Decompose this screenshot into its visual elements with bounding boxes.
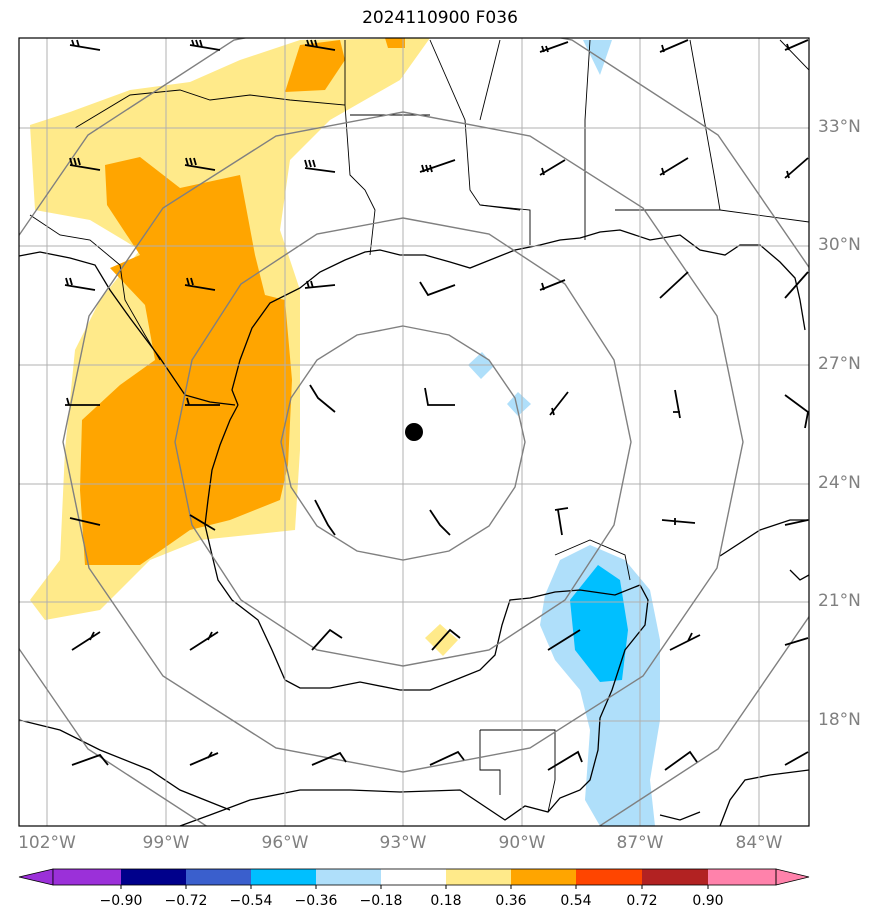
storm-center-dot bbox=[405, 423, 423, 441]
colorbar-tick-label: −0.54 bbox=[229, 893, 273, 909]
graticule bbox=[19, 38, 809, 826]
map-area bbox=[19, 38, 809, 826]
colorbar-tick-label: −0.18 bbox=[359, 893, 403, 909]
colorbar-segment bbox=[53, 869, 121, 885]
lon-label: 93°W bbox=[379, 833, 427, 853]
lon-label: 99°W bbox=[142, 833, 190, 853]
lat-label: 24°N bbox=[818, 473, 861, 493]
colorbar-segment bbox=[251, 869, 316, 885]
colorbar-extend-high bbox=[775, 868, 810, 886]
negative-shading-light bbox=[468, 40, 660, 826]
colorbar-segment bbox=[381, 869, 446, 885]
colorbar-extend-low bbox=[18, 868, 54, 886]
positive-shading-dark bbox=[80, 38, 405, 565]
colorbar-tick-label: 0.72 bbox=[626, 893, 658, 909]
figure-title: 2024110900 F036 bbox=[362, 8, 518, 28]
colorbar-segment bbox=[642, 869, 708, 885]
lat-label: 33°N bbox=[818, 117, 861, 137]
lon-label: 87°W bbox=[616, 833, 664, 853]
colorbar-tick-label: 0.18 bbox=[430, 893, 462, 909]
lon-label: 90°W bbox=[498, 833, 546, 853]
lon-label: 96°W bbox=[261, 833, 309, 853]
colorbar-segment bbox=[446, 869, 511, 885]
colorbar-segment bbox=[708, 869, 776, 885]
colorbar-segment bbox=[121, 869, 186, 885]
colorbar-tick-label: −0.90 bbox=[99, 893, 143, 909]
colorbar-tick-label: 0.36 bbox=[495, 893, 527, 909]
wind-barbs bbox=[64, 39, 809, 771]
lat-label: 27°N bbox=[818, 354, 861, 374]
range-rings bbox=[19, 38, 809, 826]
colorbar-tick-label: −0.72 bbox=[164, 893, 208, 909]
lat-label: 18°N bbox=[818, 710, 861, 730]
colorbar-tick-label: 0.90 bbox=[692, 893, 724, 909]
map-frame bbox=[18, 37, 810, 827]
colorbar-segment bbox=[316, 869, 381, 885]
lon-label: 84°W bbox=[735, 833, 783, 853]
colorbar-tick-label: −0.36 bbox=[294, 893, 338, 909]
colorbar-tick-label: 0.54 bbox=[560, 893, 592, 909]
lat-label: 30°N bbox=[818, 235, 861, 255]
coastline bbox=[19, 229, 809, 826]
colorbar bbox=[18, 868, 810, 889]
state-borders bbox=[19, 39, 809, 813]
colorbar-segment bbox=[576, 869, 642, 885]
lat-label: 21°N bbox=[818, 591, 861, 611]
colorbar-segment bbox=[186, 869, 251, 885]
colorbar-segment bbox=[511, 869, 576, 885]
lon-label: 102°W bbox=[18, 833, 76, 853]
